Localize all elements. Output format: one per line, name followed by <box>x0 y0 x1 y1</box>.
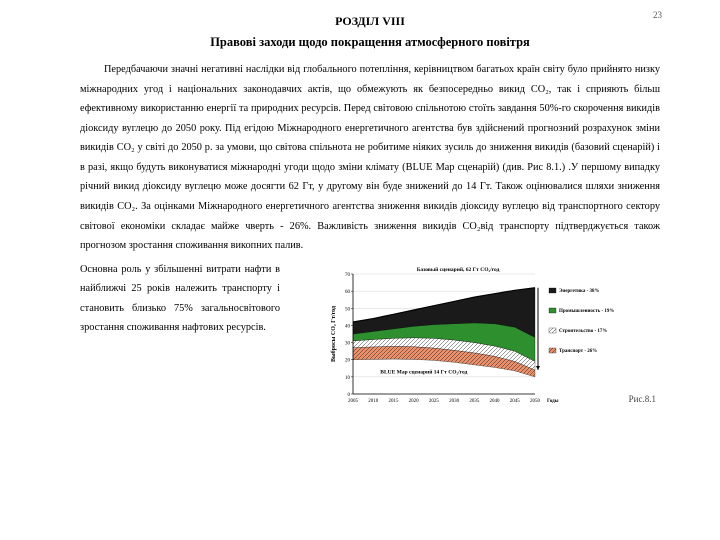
svg-text:50: 50 <box>345 307 351 312</box>
svg-text:Энергетика - 38%: Энергетика - 38% <box>559 289 600 294</box>
svg-text:10: 10 <box>345 375 351 380</box>
svg-text:60: 60 <box>345 290 351 295</box>
svg-text:40: 40 <box>345 324 351 329</box>
page-number: 23 <box>653 10 662 20</box>
svg-text:2035: 2035 <box>469 399 480 404</box>
svg-text:2030: 2030 <box>449 399 460 404</box>
svg-text:2015: 2015 <box>388 399 399 404</box>
figure-label: Рис.8.1 <box>629 394 656 404</box>
svg-text:2040: 2040 <box>490 399 501 404</box>
emissions-chart: 0102030405060702005201020152020202520302… <box>290 260 660 410</box>
svg-text:2025: 2025 <box>429 399 440 404</box>
lower-paragraph: Основна роль у збільшенні витрати нафти … <box>80 260 280 410</box>
svg-text:70: 70 <box>345 273 351 278</box>
svg-text:Транспорт - 26%: Транспорт - 26% <box>559 349 597 354</box>
svg-text:BLUE Map сценарий 14 Гт CO₂/го: BLUE Map сценарий 14 Гт CO₂/год <box>380 368 467 375</box>
svg-text:Промышленность - 19%: Промышленность - 19% <box>559 309 614 314</box>
svg-text:2020: 2020 <box>409 399 420 404</box>
svg-text:30: 30 <box>345 341 351 346</box>
svg-text:Строительство - 17%: Строительство - 17% <box>559 329 607 334</box>
lower-section: Основна роль у збільшенні витрати нафти … <box>80 260 660 410</box>
svg-text:2050: 2050 <box>530 399 541 404</box>
svg-text:2005: 2005 <box>348 399 359 404</box>
svg-text:Выбросы CO₂ Гт/год: Выбросы CO₂ Гт/год <box>330 306 337 362</box>
svg-text:Годы: Годы <box>547 399 559 404</box>
svg-text:0: 0 <box>348 393 351 398</box>
svg-text:2010: 2010 <box>368 399 379 404</box>
page-title: Правові заходи щодо покращення атмосферн… <box>80 35 660 50</box>
body-paragraph: Передбачаючи значні негативні наслідки в… <box>80 60 660 256</box>
svg-text:Базовый сценарий, 62 Гт CO₂/го: Базовый сценарий, 62 Гт CO₂/год <box>417 266 500 273</box>
section-header: РОЗДІЛ VIII <box>80 14 660 29</box>
svg-text:20: 20 <box>345 358 351 363</box>
chart-svg: 0102030405060702005201020152020202520302… <box>290 260 660 410</box>
svg-text:2045: 2045 <box>510 399 521 404</box>
